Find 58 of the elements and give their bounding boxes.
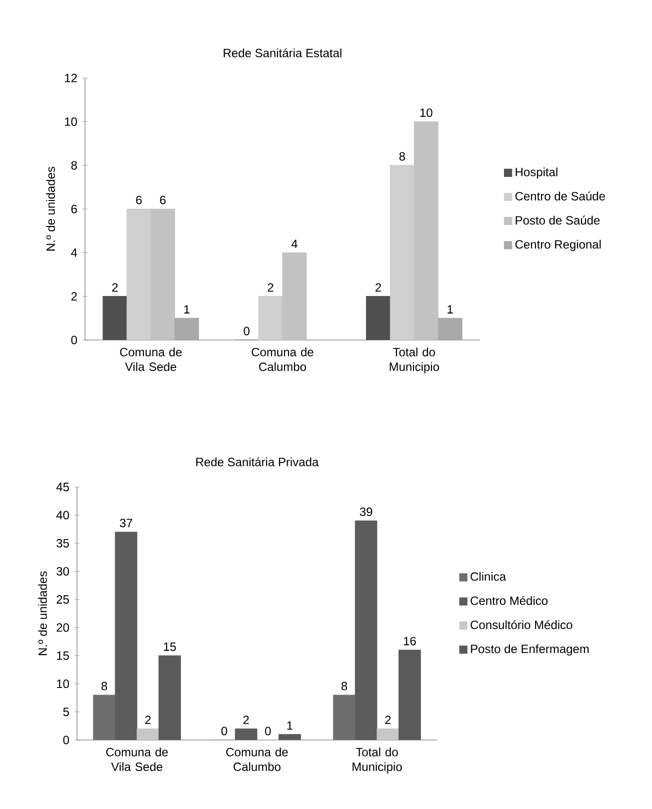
data-label: 4 <box>291 240 298 248</box>
x-tick-label: Comuna de Vila Sede <box>106 748 168 772</box>
legend-label: Consultório Médico <box>470 620 572 630</box>
data-label: 0 <box>221 726 228 736</box>
legend-label: Hospital <box>516 167 558 179</box>
data-label: 2 <box>376 283 381 292</box>
data-label: 6 <box>160 196 166 204</box>
legend-label: Clinica <box>470 572 506 581</box>
legend-label: Centro de Saúde <box>515 191 605 200</box>
data-label: 39 <box>360 508 372 516</box>
data-label: 15 <box>164 642 176 651</box>
y-tick-label: 20 <box>56 623 69 632</box>
y-tick-label: 10 <box>65 117 77 126</box>
data-label: 0 <box>265 726 271 736</box>
y-tick-label: 5 <box>63 708 69 716</box>
y-tick-label: 0 <box>71 336 77 344</box>
y-tick-label: 30 <box>56 567 69 576</box>
y-tick-label: 15 <box>57 651 69 660</box>
x-tick-label: Comuna de Calumbo <box>252 348 314 372</box>
data-label: 16 <box>404 636 416 646</box>
data-label: 2 <box>145 716 151 724</box>
x-tick-label: Total do Municipio <box>390 348 439 374</box>
y-tick-label: 40 <box>56 510 69 520</box>
data-label: 2 <box>112 283 118 292</box>
x-tick-label: Comuna de Vila Sede <box>120 348 182 372</box>
data-label: 8 <box>341 682 348 690</box>
y-tick-label: 25 <box>56 595 69 604</box>
y-tick-label: 12 <box>65 74 77 82</box>
y-tick-label: 10 <box>57 680 69 688</box>
data-label: 2 <box>268 283 274 292</box>
chart-title: Rede Sanitária Privada <box>196 457 319 466</box>
data-label: 8 <box>101 682 108 690</box>
data-label: 8 <box>399 152 406 161</box>
x-tick-label: Comuna de Calumbo <box>226 748 288 772</box>
data-label: 6 <box>136 196 142 204</box>
y-tick-label: 6 <box>71 204 77 214</box>
legend-label: Posto de Saúde <box>516 216 600 225</box>
data-label: 2 <box>243 716 249 724</box>
data-label: 2 <box>385 716 391 724</box>
y-tick-label: 8 <box>71 161 77 170</box>
y-tick-label: 4 <box>71 248 78 257</box>
y-tick-label: 2 <box>71 292 77 301</box>
y-tick-label: 45 <box>56 482 69 492</box>
data-label: 10 <box>420 108 432 117</box>
legend-label: Centro Regional <box>515 240 601 252</box>
y-tick-label: 35 <box>56 538 69 548</box>
chart-title: Rede Sanitária Estatal <box>224 48 342 58</box>
data-label: 1 <box>448 305 453 314</box>
data-label: 37 <box>120 518 132 528</box>
data-label: 1 <box>184 305 190 314</box>
data-label: 0 <box>244 326 250 336</box>
y-axis-title: N.º de unidades <box>46 166 55 251</box>
x-tick-label: Total do Municipio <box>352 748 402 774</box>
data-label: 1 <box>287 721 292 730</box>
legend-label: Posto de Enfermagem <box>471 644 589 656</box>
y-axis-title: N.º de unidades <box>38 571 47 656</box>
y-tick-label: 0 <box>63 736 69 744</box>
legend-label: Centro Médico <box>470 596 548 605</box>
